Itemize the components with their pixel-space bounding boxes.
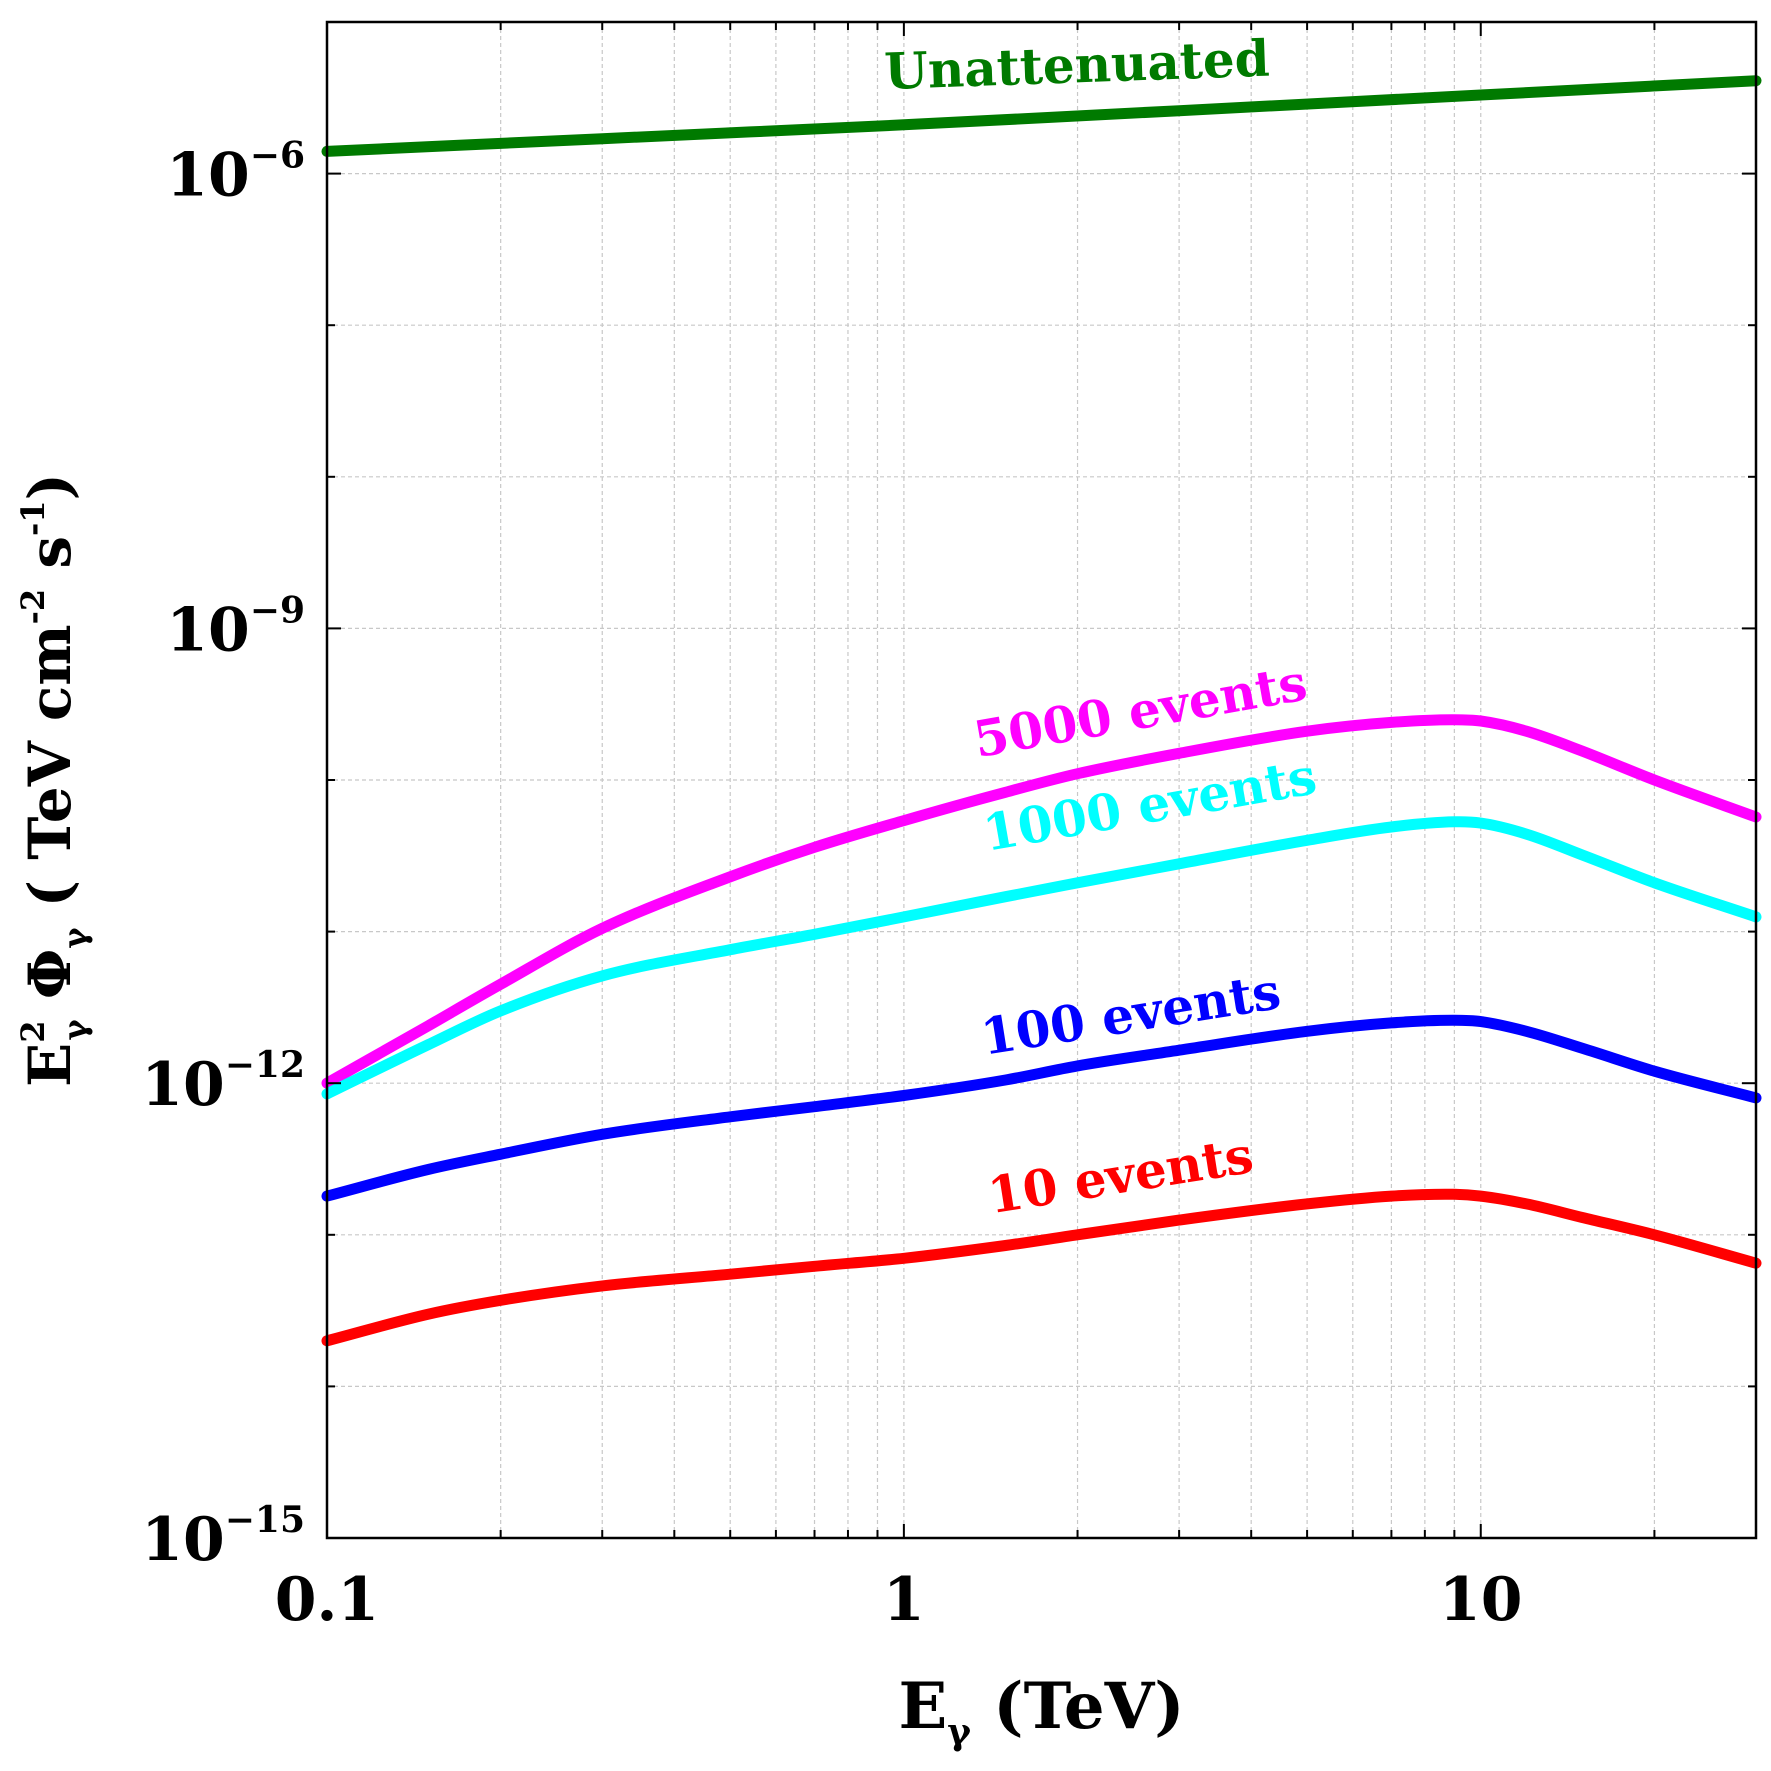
series-label-100-events: 100 events	[977, 961, 1285, 1067]
series-line-unattenuated	[321, 75, 1762, 157]
series-line-5000-events	[321, 714, 1762, 1089]
series-line-1000-events	[321, 816, 1762, 1100]
y-axis-title-main: E	[16, 1043, 84, 1087]
y-axis-title-sup2: -2	[14, 589, 52, 625]
x-axis-title-main: E	[898, 1669, 947, 1744]
x-axis-title-rest: (TeV)	[971, 1669, 1185, 1744]
x-tick-label: 1	[883, 1565, 925, 1635]
y-tick-label: 10−6	[166, 135, 305, 211]
y-tick-label: 10−15	[141, 1499, 305, 1575]
x-tick-label: 10	[1439, 1565, 1523, 1635]
y-axis-title-sup: 2	[14, 1021, 52, 1043]
x-axis-title-sub: γ	[947, 1711, 971, 1753]
y-tick-label: 10−12	[141, 1044, 305, 1120]
series-label-5000-events: 5000 events	[969, 653, 1311, 770]
series-line-10-events	[321, 1188, 1762, 1347]
y-axis-title-phi: Φ	[16, 949, 84, 1020]
series-label-unattenuated: Unattenuated	[883, 29, 1270, 101]
x-axis-title: Eγ (TeV)	[898, 1669, 1184, 1753]
y-axis-title-mid: s	[16, 536, 84, 589]
grid	[326, 22, 1757, 1538]
axis-ticks	[326, 22, 1757, 1538]
x-tick-label: 0.1	[275, 1565, 379, 1635]
tick-labels: 0.1 1 10 10−15 10−12 10−9 10−6	[141, 135, 1522, 1635]
y-axis-title-open: ( TeV cm	[16, 624, 84, 927]
y-axis-title-phi-sub: γ	[56, 927, 94, 949]
y-axis-title-close: )	[16, 473, 84, 500]
series-line-100-events	[321, 1014, 1762, 1202]
y-axis-title: E2 γ Φγ ( TeV cm-2 s-1)	[14, 473, 94, 1087]
y-tick-label: 10−9	[166, 589, 305, 665]
y-axis-title-sub: γ	[56, 1019, 94, 1041]
y-axis-title-sup3: -1	[14, 500, 52, 536]
series-lines	[321, 75, 1762, 1347]
